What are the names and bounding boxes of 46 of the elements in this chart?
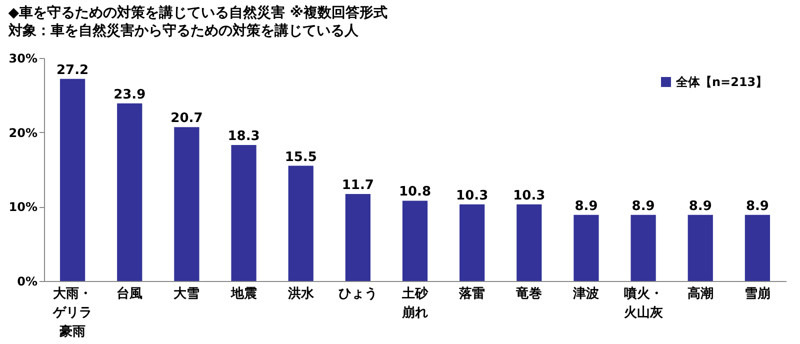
data-label: 10.8 <box>398 184 432 200</box>
bar <box>288 166 314 281</box>
x-tick-label: 土砂崩れ <box>401 286 429 320</box>
x-tick-label: 落雷 <box>458 286 486 302</box>
bar <box>231 144 256 281</box>
y-tick-label: 30% <box>8 52 38 66</box>
data-label: 15.5 <box>284 150 317 165</box>
bar <box>688 214 713 281</box>
x-tick-label: 高潮 <box>687 286 714 302</box>
data-label: 27.2 <box>56 62 89 78</box>
x-tick-label: 台風 <box>116 286 143 302</box>
bar <box>574 214 599 281</box>
x-tick-label: 大雪 <box>174 286 200 302</box>
data-label: 11.7 <box>342 178 374 194</box>
data-label: 8.9 <box>574 198 598 214</box>
bar <box>117 103 142 281</box>
bar <box>516 204 542 281</box>
data-label: 8.9 <box>688 198 712 214</box>
data-label: 10.3 <box>513 188 546 204</box>
y-tick-label: 20% <box>8 126 38 140</box>
chart-title: ◆車を守るための対策を講じている自然災害 ※複数回答形式 <box>8 4 388 21</box>
chart-subtitle: 対象：車を自然災害から守るための対策を講じている人 <box>7 22 360 39</box>
data-label: 10.3 <box>456 188 488 204</box>
data-label: 8.9 <box>632 198 655 214</box>
bar <box>345 194 370 281</box>
x-tick-label: 竜巻 <box>515 286 542 302</box>
bar <box>60 78 86 281</box>
data-label: 18.3 <box>228 128 260 144</box>
data-label: 20.7 <box>170 111 203 126</box>
y-tick-label: 10% <box>8 200 38 214</box>
x-tick-label: ひょう <box>338 286 378 302</box>
legend-label: 全体【n=213】 <box>675 75 768 89</box>
bar <box>630 214 656 281</box>
x-tick-label: 雪崩 <box>744 286 770 302</box>
x-tick-label: 大雨・ゲリラ豪雨 <box>52 286 92 340</box>
data-label: 23.9 <box>114 87 146 102</box>
x-tick-label: 地震 <box>230 286 257 302</box>
bar <box>460 204 485 281</box>
x-tick-label: 津波 <box>572 286 600 302</box>
bar <box>174 127 200 281</box>
data-label: 8.9 <box>746 198 769 214</box>
x-tick-label: 洪水 <box>286 286 315 302</box>
bar <box>744 214 770 281</box>
x-tick-label: 噴火・火山灰 <box>622 286 664 320</box>
y-tick-label: 0% <box>17 274 38 288</box>
bar <box>402 200 428 281</box>
